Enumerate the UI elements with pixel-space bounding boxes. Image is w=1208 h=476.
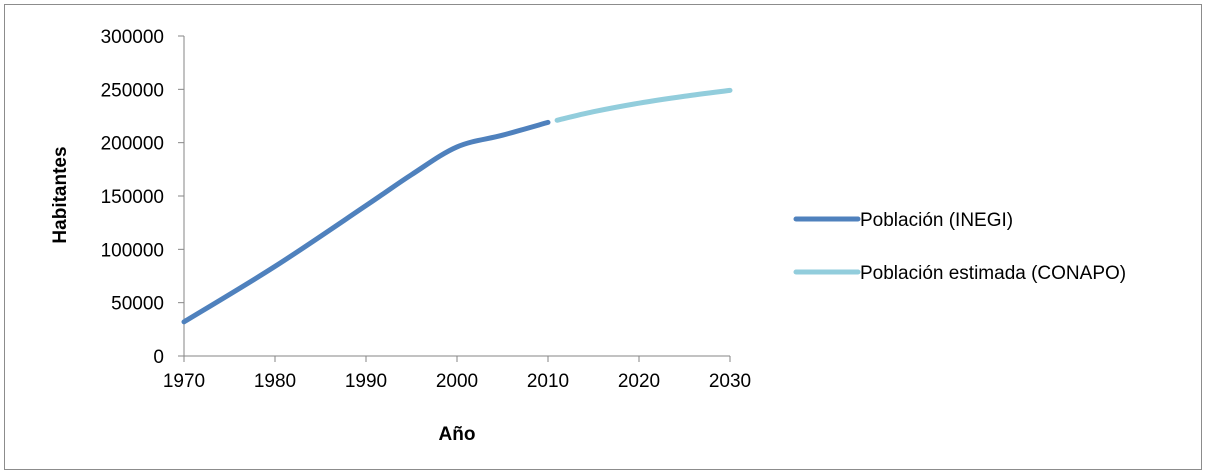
series-line-conapo (554, 87, 733, 123)
series-layer (181, 87, 733, 325)
x-tick-label: 2010 (527, 371, 569, 392)
x-tick-label: 1970 (163, 371, 205, 392)
y-tick-label: 100000 (101, 240, 164, 261)
y-tick-label: 0 (153, 347, 164, 368)
x-tick-label: 1980 (254, 371, 296, 392)
series-line-inegi (181, 119, 551, 325)
chart-frame (4, 4, 1202, 470)
y-axis-title: Habitantes (50, 146, 71, 243)
y-tick-label: 250000 (101, 80, 164, 101)
y-axis-ticks: 0 50000 100000 150000 200000 250000 300000 (101, 27, 184, 368)
x-tick-label: 2000 (436, 371, 478, 392)
x-tick-label: 1990 (345, 371, 387, 392)
legend-label-inegi: Población (INEGI) (860, 210, 1013, 231)
y-tick-label: 50000 (111, 294, 164, 315)
x-tick-label: 2020 (618, 371, 660, 392)
y-tick-label: 300000 (101, 27, 164, 48)
y-tick-label: 200000 (101, 134, 164, 155)
axes (183, 36, 730, 357)
x-axis-title: Año (439, 424, 476, 445)
x-axis-ticks: 1970 1980 1990 2000 2010 2020 2030 (163, 356, 751, 392)
legend: Población (INEGI) Población estimada (CO… (793, 210, 1126, 284)
x-tick-label: 2030 (709, 371, 751, 392)
legend-label-conapo: Población estimada (CONAPO) (860, 263, 1126, 284)
y-tick-label: 150000 (101, 187, 164, 208)
